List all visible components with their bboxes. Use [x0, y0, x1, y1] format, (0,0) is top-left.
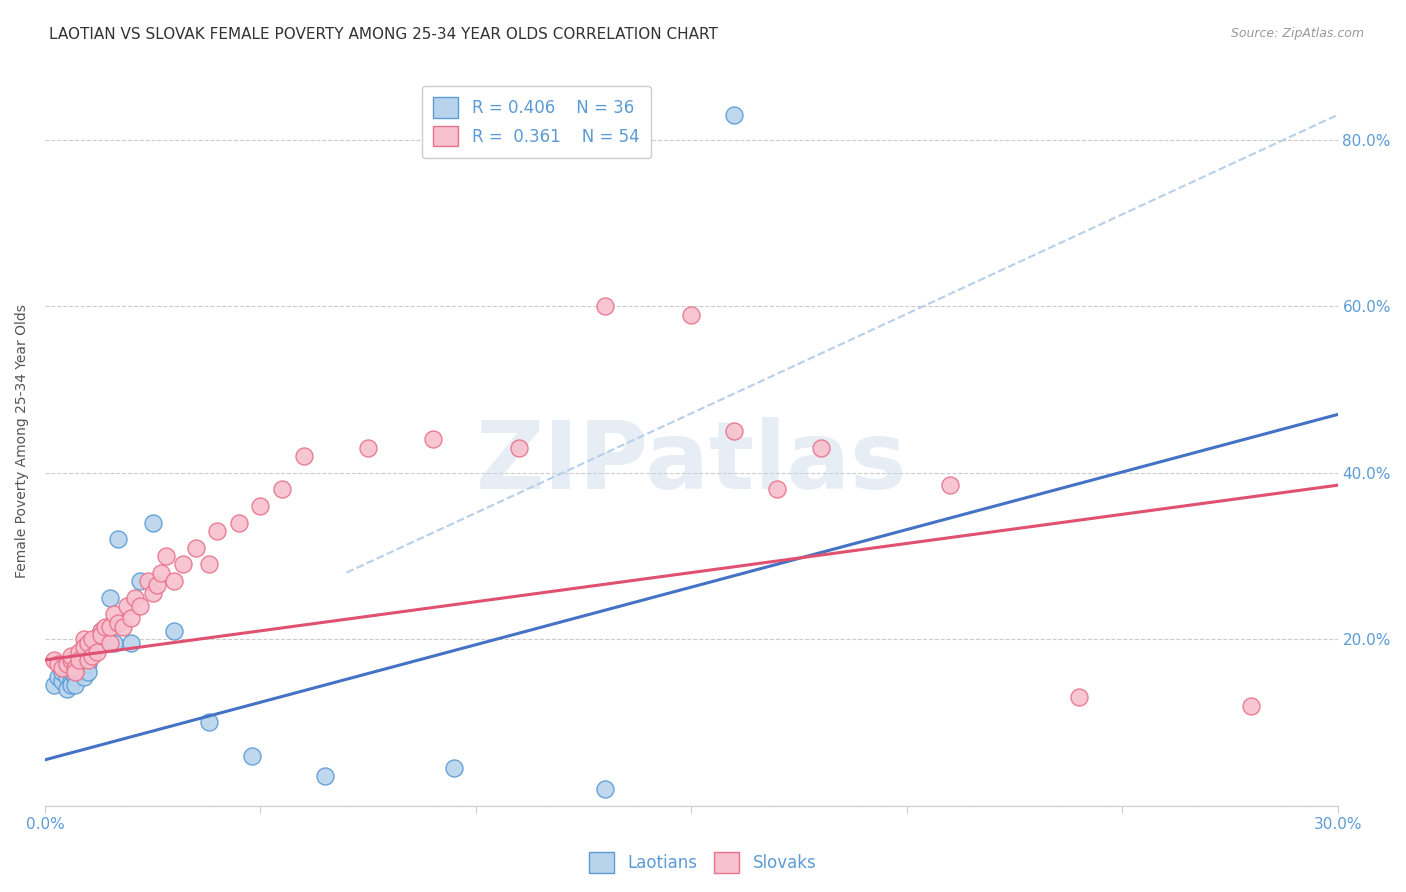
Point [59, 673, 82, 688]
Text: Source: ZipAtlas.com: Source: ZipAtlas.com [1230, 27, 1364, 40]
Point [59, 653, 82, 667]
Point [1069, 690, 1091, 705]
Point [77, 657, 100, 672]
Point [207, 524, 229, 538]
Point [681, 308, 703, 322]
Point [94, 620, 117, 634]
Text: LAOTIAN VS SLOVAK FEMALE POVERTY AMONG 25-34 YEAR OLDS CORRELATION CHART: LAOTIAN VS SLOVAK FEMALE POVERTY AMONG 2… [49, 27, 718, 42]
Point [69, 653, 91, 667]
Point [73, 640, 96, 655]
Point [69, 665, 91, 680]
Point [46, 670, 69, 684]
Point [150, 566, 173, 580]
Point [1240, 698, 1263, 713]
Point [90, 624, 112, 638]
Point [443, 761, 465, 775]
Point [249, 499, 271, 513]
Point [63, 678, 86, 692]
Point [593, 781, 616, 796]
Point [172, 558, 194, 572]
Point [228, 516, 250, 530]
Point [939, 478, 962, 492]
Point [184, 541, 207, 555]
Y-axis label: Female Poverty Among 25-34 Year Olds: Female Poverty Among 25-34 Year Olds [15, 304, 30, 578]
Point [98, 636, 121, 650]
Point [86, 645, 108, 659]
Point [163, 574, 186, 588]
Point [51, 665, 73, 680]
Point [82, 645, 104, 659]
Point [73, 645, 96, 659]
Point [155, 549, 177, 563]
Point [508, 441, 530, 455]
Point [59, 678, 82, 692]
Point [82, 648, 104, 663]
Point [46, 657, 69, 672]
Point [42, 653, 65, 667]
Point [69, 661, 91, 675]
Point [146, 578, 169, 592]
Point [90, 628, 112, 642]
Point [810, 441, 832, 455]
Point [69, 653, 91, 667]
Point [90, 624, 112, 638]
Point [422, 433, 444, 447]
Point [142, 586, 165, 600]
Point [120, 611, 142, 625]
Point [51, 673, 73, 688]
Point [63, 661, 86, 675]
Point [82, 632, 104, 647]
Point [55, 661, 77, 675]
Point [69, 645, 91, 659]
Point [142, 516, 165, 530]
Point [42, 678, 65, 692]
Point [138, 574, 160, 588]
Point [163, 624, 186, 638]
Point [55, 657, 77, 672]
Point [103, 636, 125, 650]
Point [63, 665, 86, 680]
Point [128, 574, 150, 588]
Point [55, 670, 77, 684]
Point [59, 648, 82, 663]
Point [314, 769, 336, 783]
Point [115, 599, 138, 613]
Point [240, 748, 263, 763]
Point [197, 715, 219, 730]
Point [292, 449, 315, 463]
Point [103, 607, 125, 622]
Point [197, 558, 219, 572]
Point [73, 670, 96, 684]
Point [73, 632, 96, 647]
Point [107, 533, 129, 547]
Point [77, 636, 100, 650]
Point [51, 661, 73, 675]
Point [128, 599, 150, 613]
Point [766, 483, 789, 497]
Point [357, 441, 380, 455]
Point [107, 615, 129, 630]
Point [723, 424, 745, 438]
Point [723, 108, 745, 122]
Point [63, 657, 86, 672]
Point [86, 640, 108, 655]
Text: ZIPatlas: ZIPatlas [475, 417, 907, 509]
Point [77, 665, 100, 680]
Point [63, 670, 86, 684]
Point [98, 620, 121, 634]
Point [271, 483, 294, 497]
Point [55, 682, 77, 697]
Point [98, 591, 121, 605]
Point [120, 636, 142, 650]
Legend: R = 0.406    N = 36, R =  0.361    N = 54: R = 0.406 N = 36, R = 0.361 N = 54 [422, 86, 651, 158]
Point [59, 665, 82, 680]
Point [111, 620, 134, 634]
Point [124, 591, 146, 605]
Legend: Laotians, Slovaks: Laotians, Slovaks [583, 846, 823, 880]
Point [77, 653, 100, 667]
Point [593, 299, 616, 313]
